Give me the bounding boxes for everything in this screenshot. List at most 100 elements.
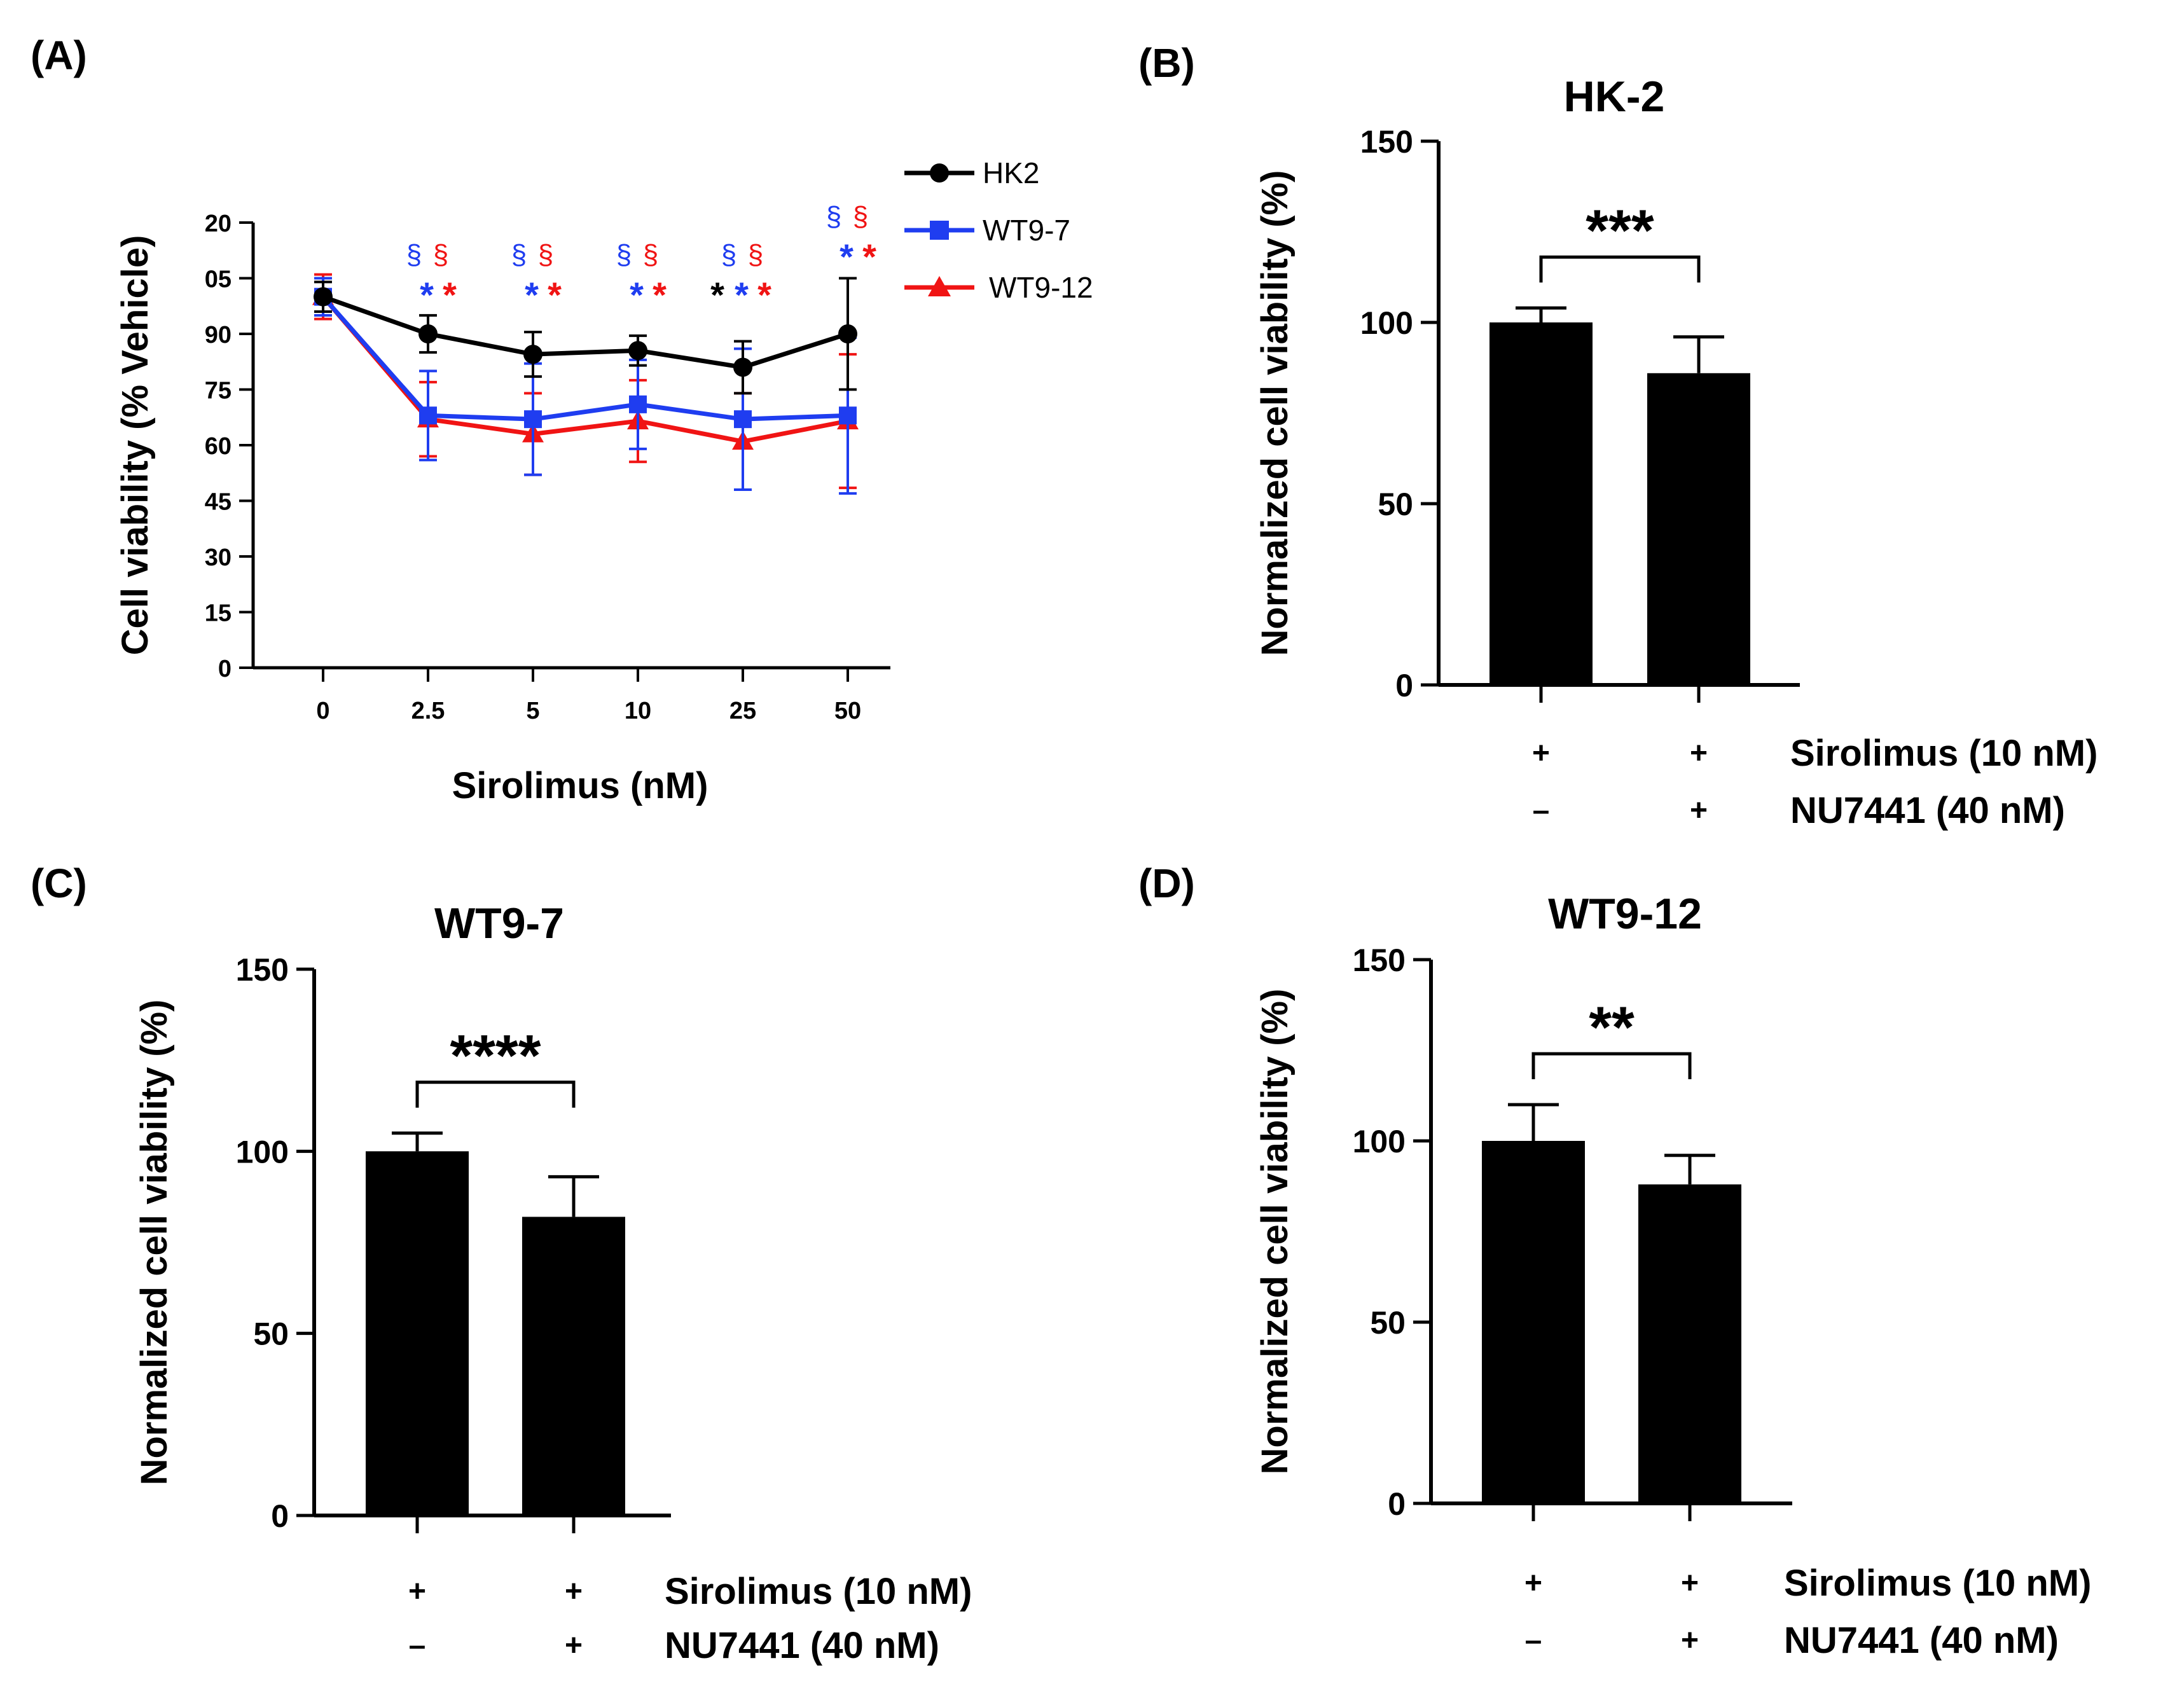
a-legend-marker-hk2 [930,163,949,183]
a-point-hk2 [628,341,647,361]
a-section-mark-wt9-12: § [433,239,448,270]
a-x-tick-label: 25 [729,698,756,724]
a-point-wt9-7 [524,410,542,429]
panel-c-y-tick-label: 50 [253,1316,289,1352]
panel-label-a: (A) [31,32,87,78]
panel-b-y-axis-label: Normalized cell viability (%) [1254,170,1296,656]
panel-c-y-tick-label: 150 [236,952,289,988]
panel-d-treatment-label: NU7441 (40 nM) [1784,1620,2059,1661]
a-y-tick-label: 90 [205,322,232,349]
a-point-hk2 [838,324,857,343]
panel-d-y-tick-label: 50 [1370,1305,1406,1341]
a-section-mark-wt9-12: § [643,239,658,270]
panel-d-y-tick-label: 150 [1353,942,1406,978]
a-star-wt9-7: * [420,275,434,315]
panel-c-y-tick-label: 0 [271,1498,289,1534]
panel-c-treatment-label: Sirolimus (10 nM) [665,1571,972,1612]
panel-d-treatment-label: Sirolimus (10 nM) [1784,1563,2091,1604]
a-legend-label-wt9-7: WT9-7 [983,214,1070,247]
panel-c-significance-stars: **** [450,1024,541,1089]
a-point-wt9-7 [629,395,647,413]
panel-b-y-tick-label: 100 [1360,305,1413,341]
a-section-mark-wt9-7: § [511,239,527,270]
a-x-axis-label: Sirolimus (nM) [452,765,708,806]
panel-label-d: (D) [1138,860,1195,906]
a-y-tick-label: 45 [205,489,232,516]
panel-d-significance-bracket [1531,1052,1692,1079]
a-star-wt9-12: * [653,275,667,315]
panel-d-significance-stars: ** [1589,995,1635,1060]
panel-b-title: HK-2 [1564,72,1665,121]
panel-d-bar [1638,1184,1741,1503]
a-y-tick-label: 0 [218,656,232,682]
panel-b-treatment-sign: + [1532,736,1550,770]
a-section-mark-wt9-12: § [538,239,553,270]
panel-c-treatment-sign: + [565,1629,583,1662]
a-legend-marker-wt9-12 [928,276,951,296]
panel-d-y-tick-label: 0 [1388,1486,1406,1522]
a-x-tick-label: 50 [834,698,861,724]
a-series-line-wt9-7 [321,295,848,422]
a-section-mark-wt9-12: § [853,201,868,232]
panel-c-treatment-sign: – [409,1629,426,1662]
panel-c-significance-bracket [415,1080,576,1108]
a-x-tick-label: 2.5 [411,698,445,724]
a-y-axis-label: Cell viability (% Vehicle) [114,235,156,656]
a-point-hk2 [733,357,752,377]
panel-c-y-tick-label: 100 [236,1134,289,1170]
panel-b-y-tick-label: 0 [1395,668,1413,703]
panel-d-y-tick-label: 100 [1353,1124,1406,1159]
panel-b-bar [1489,322,1593,685]
a-legend-label-wt9-12: WT9-12 [989,271,1093,304]
panel-d-treatment-sign: – [1525,1624,1542,1657]
panel-c-bar [366,1151,469,1515]
a-x-tick-label: 5 [526,698,539,724]
panel-d-treatment-sign: + [1681,1566,1699,1600]
panel-b-treatment-label: NU7441 (40 nM) [1790,790,2065,831]
panel-c-bar [522,1217,625,1515]
a-y-tick-label: 75 [205,378,232,404]
a-point-wt9-7 [839,406,857,425]
a-star-wt9-12: * [757,275,771,315]
panel-b-treatment-sign: + [1690,794,1708,827]
a-star-hk2: * [710,275,724,315]
a-point-hk2 [418,324,438,343]
panel-b-treatment-sign: – [1533,794,1550,827]
panel-d-treatment-sign: + [1524,1566,1542,1600]
a-legend-marker-wt9-7 [930,221,949,240]
a-section-mark-wt9-7: § [616,239,632,270]
a-star-wt9-7: * [840,237,854,277]
panel-c-treatment-sign: + [408,1575,426,1608]
panel-d-treatment-sign: + [1681,1624,1699,1657]
panel-b-significance-bracket [1539,255,1701,283]
panel-c-treatment-sign: + [565,1575,583,1608]
panel-b-significance-stars: *** [1586,198,1654,263]
a-star-wt9-7: * [630,275,644,315]
a-y-tick-label: 05 [205,266,232,293]
a-section-mark-wt9-7: § [826,201,841,232]
panel-b-y-tick-label: 150 [1360,124,1413,160]
a-section-mark-wt9-7: § [406,239,422,270]
a-y-tick-label: 15 [205,600,232,627]
a-star-wt9-7: * [735,275,749,315]
panel-b-bar [1647,373,1750,685]
panel-d-title: WT9-12 [1548,890,1702,938]
a-point-hk2 [314,287,333,307]
a-y-tick-label: 60 [205,433,232,460]
a-y-tick-label: 20 [205,211,232,237]
panel-c-y-axis-label: Normalized cell viability (%) [134,1000,175,1486]
panel-d-y-axis-label: Normalized cell viability (%) [1254,989,1296,1475]
a-x-tick-label: 10 [625,698,651,724]
a-point-hk2 [523,345,543,364]
a-legend-label-hk2: HK2 [983,156,1039,190]
a-star-wt9-7: * [525,275,539,315]
panel-label-c: (C) [31,860,87,906]
panel-label-b: (B) [1138,40,1195,86]
a-x-tick-label: 0 [316,698,329,724]
a-section-mark-wt9-12: § [748,239,763,270]
panel-d-bar [1482,1141,1585,1503]
panel-c-title: WT9-7 [434,899,564,948]
panel-b-treatment-label: Sirolimus (10 nM) [1790,733,2098,774]
a-star-wt9-12: * [548,275,562,315]
